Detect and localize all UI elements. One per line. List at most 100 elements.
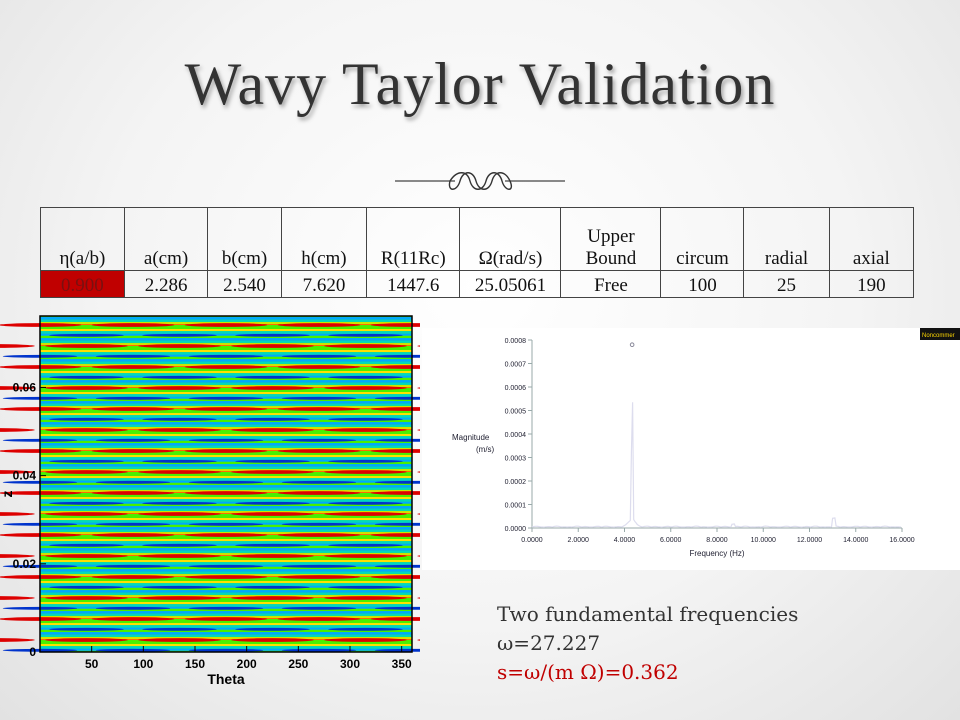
table-cell: 7.620 bbox=[280, 270, 368, 298]
contour-cell bbox=[417, 513, 420, 515]
contour-band bbox=[40, 506, 412, 509]
contour-cell bbox=[49, 333, 124, 337]
contour-cell bbox=[231, 428, 314, 432]
y-tick-label: 0.04 bbox=[13, 469, 37, 483]
contour-band bbox=[40, 560, 412, 563]
contour-band bbox=[40, 646, 412, 649]
contour-cell bbox=[95, 564, 171, 568]
contour-cell bbox=[370, 533, 420, 537]
table-header-cell: Ω(rad/s) bbox=[459, 207, 562, 271]
contour-cell bbox=[374, 396, 420, 400]
x-tick-label: 350 bbox=[392, 657, 412, 671]
contour-cell bbox=[49, 375, 124, 379]
velocity-contour-plot: 50 100 150 200 250 300 350 0 0.02 0.04 0.06 Theta z bbox=[0, 315, 420, 687]
contour-band bbox=[40, 548, 412, 551]
contour-cell bbox=[417, 555, 420, 557]
spectrum-y-label: Magnitude bbox=[452, 433, 490, 442]
contour-cell bbox=[281, 438, 357, 442]
contour-cell bbox=[0, 638, 35, 642]
contour-cell bbox=[45, 344, 128, 348]
contour-cell bbox=[231, 512, 314, 516]
contour-band bbox=[40, 371, 412, 374]
contour-band bbox=[40, 382, 412, 385]
spectrum-y-tick-label: 0.0001 bbox=[505, 503, 527, 510]
spectrum-x-tick-label: 10.0000 bbox=[751, 537, 776, 544]
contour-band bbox=[40, 392, 412, 395]
contour-band bbox=[40, 616, 412, 618]
contour-band bbox=[40, 554, 412, 557]
contour-cell bbox=[277, 491, 361, 495]
contour-band bbox=[40, 644, 412, 647]
spectrum-y-tick-label: 0.0007 bbox=[505, 362, 527, 369]
contour-cell bbox=[184, 365, 268, 369]
contour-cell bbox=[277, 575, 361, 579]
contour-cell bbox=[49, 585, 124, 589]
contour-cell bbox=[231, 638, 314, 642]
contour-band bbox=[40, 406, 412, 408]
contour-cell bbox=[370, 365, 420, 369]
contour-cell bbox=[184, 491, 268, 495]
contour-band bbox=[40, 638, 412, 641]
contour-band bbox=[40, 585, 412, 588]
contour-cell bbox=[142, 543, 217, 547]
frequency-caption: Two fundamental frequencies ω=27.227 s=ω… bbox=[497, 600, 798, 687]
contour-cell bbox=[324, 470, 407, 474]
spectrum-y-tick-label: 0.0000 bbox=[505, 526, 527, 533]
contour-cell bbox=[417, 471, 420, 473]
spectrum-x-tick-label: 6.0000 bbox=[660, 537, 682, 544]
x-tick-label: 200 bbox=[237, 657, 257, 671]
contour-cell bbox=[0, 470, 35, 474]
caption-line-3: s=ω/(m Ω)=0.362 bbox=[497, 660, 679, 684]
contour-cell bbox=[0, 512, 35, 516]
contour-cell bbox=[142, 417, 217, 421]
spectrum-y-tick-label: 0.0005 bbox=[505, 409, 527, 416]
contour-cell bbox=[95, 438, 171, 442]
contour-band bbox=[40, 343, 412, 345]
spectrum-x-tick-label: 0.0000 bbox=[521, 537, 543, 544]
contour-band bbox=[40, 490, 412, 492]
contour-cell bbox=[91, 449, 175, 453]
contour-cell bbox=[370, 617, 420, 621]
table-header-cell: axial bbox=[828, 207, 915, 271]
contour-cell bbox=[188, 354, 264, 358]
contour-cell bbox=[138, 470, 221, 474]
contour-cell bbox=[95, 648, 171, 652]
contour-band bbox=[40, 455, 412, 458]
contour-cell bbox=[188, 396, 264, 400]
contour-cell bbox=[142, 459, 217, 463]
contour-cell bbox=[231, 554, 314, 558]
contour-cell bbox=[138, 638, 221, 642]
table-header-cell: a(cm) bbox=[123, 207, 209, 271]
contour-cell bbox=[281, 606, 357, 610]
contour-cell bbox=[95, 606, 171, 610]
table-cell: 25 bbox=[743, 270, 830, 298]
contour-band bbox=[40, 443, 412, 446]
contour-band bbox=[40, 511, 412, 513]
contour-cell bbox=[328, 585, 403, 589]
table-header-cell: Upper Bound bbox=[560, 207, 662, 271]
contour-band bbox=[40, 428, 412, 431]
x-axis-label: Theta bbox=[207, 671, 245, 687]
contour-band bbox=[40, 344, 412, 347]
contour-band bbox=[40, 466, 412, 469]
contour-cell bbox=[91, 533, 175, 537]
contour-cell bbox=[235, 333, 310, 337]
contour-band bbox=[40, 476, 412, 479]
spectrum-x-tick-label: 2.0000 bbox=[568, 537, 590, 544]
contour-cell bbox=[417, 597, 420, 599]
contour-cell bbox=[324, 428, 407, 432]
contour-band bbox=[40, 553, 412, 555]
contour-cell bbox=[370, 575, 420, 579]
contour-cell bbox=[91, 323, 175, 327]
contour-cell bbox=[188, 648, 264, 652]
contour-cell bbox=[324, 344, 407, 348]
contour-band bbox=[40, 469, 412, 471]
contour-cell bbox=[138, 386, 221, 390]
contour-band bbox=[40, 470, 412, 473]
table-cell: 25.05061 bbox=[459, 270, 562, 298]
caption-line-1: Two fundamental frequencies bbox=[497, 602, 799, 626]
contour-cell bbox=[370, 407, 420, 411]
contour-band bbox=[40, 569, 412, 572]
contour-cell bbox=[45, 554, 128, 558]
contour-cell bbox=[49, 627, 124, 631]
